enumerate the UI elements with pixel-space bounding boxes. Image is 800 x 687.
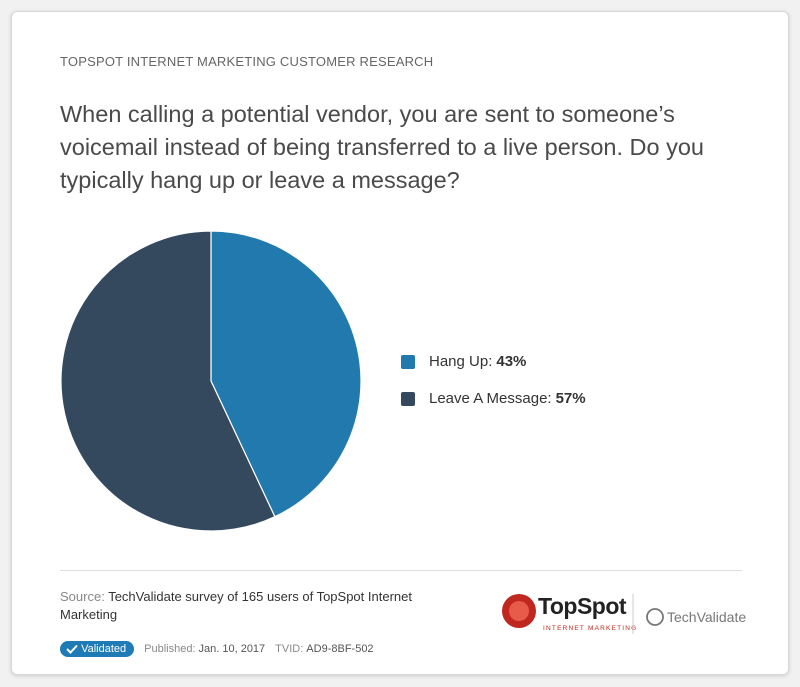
pie-slice xyxy=(210,230,362,518)
tvid: AD9-8BF-502 xyxy=(306,643,374,655)
tvid-label: TVID: xyxy=(275,643,304,655)
source-label: Source: xyxy=(60,589,105,604)
meta: Validated Published: Jan. 10, 2017 TVID: A… xyxy=(60,641,384,657)
badge-text: Validated xyxy=(81,643,127,655)
logo-name: TopSpot xyxy=(538,593,627,619)
chart xyxy=(60,230,362,532)
legend-value: 43% xyxy=(496,353,527,370)
legend-value: 57% xyxy=(555,390,586,407)
legend-label: Hang Up: xyxy=(429,353,493,370)
eyebrow: TOPSPOT INTERNET MARKETING CUSTOMER RESE… xyxy=(60,54,434,69)
techvalidate-icon xyxy=(646,608,664,626)
legend-swatch xyxy=(401,354,415,369)
legend-item: Hang Up: 43% xyxy=(401,353,526,370)
published-date: Jan. 10, 2017 xyxy=(198,643,266,655)
published-label: Published: xyxy=(144,643,196,655)
card: TOPSPOT INTERNET MARKETING CUSTOMER RESE… xyxy=(11,11,789,675)
topspot-icon-inner xyxy=(509,601,529,621)
pie-slice xyxy=(60,230,276,532)
logo-tagline: INTERNET MARKETING xyxy=(543,625,637,632)
source-text: TechValidate survey of 165 users of TopS… xyxy=(60,589,412,622)
legend-label: Leave A Message: xyxy=(429,390,552,407)
partner-name: TechValidate xyxy=(667,609,746,625)
legend-swatch xyxy=(401,391,415,406)
legend-item: Leave A Message: 57% xyxy=(401,390,586,407)
chart-title: When calling a potential vendor, you are… xyxy=(60,101,704,193)
source: Source: TechValidate survey of 165 users… xyxy=(60,588,450,624)
validated-badge[interactable]: Validated xyxy=(60,641,135,657)
logos: TopSpot INTERNET MARKETING TechValidate xyxy=(502,593,746,634)
check-icon xyxy=(66,644,78,654)
divider xyxy=(60,570,742,571)
